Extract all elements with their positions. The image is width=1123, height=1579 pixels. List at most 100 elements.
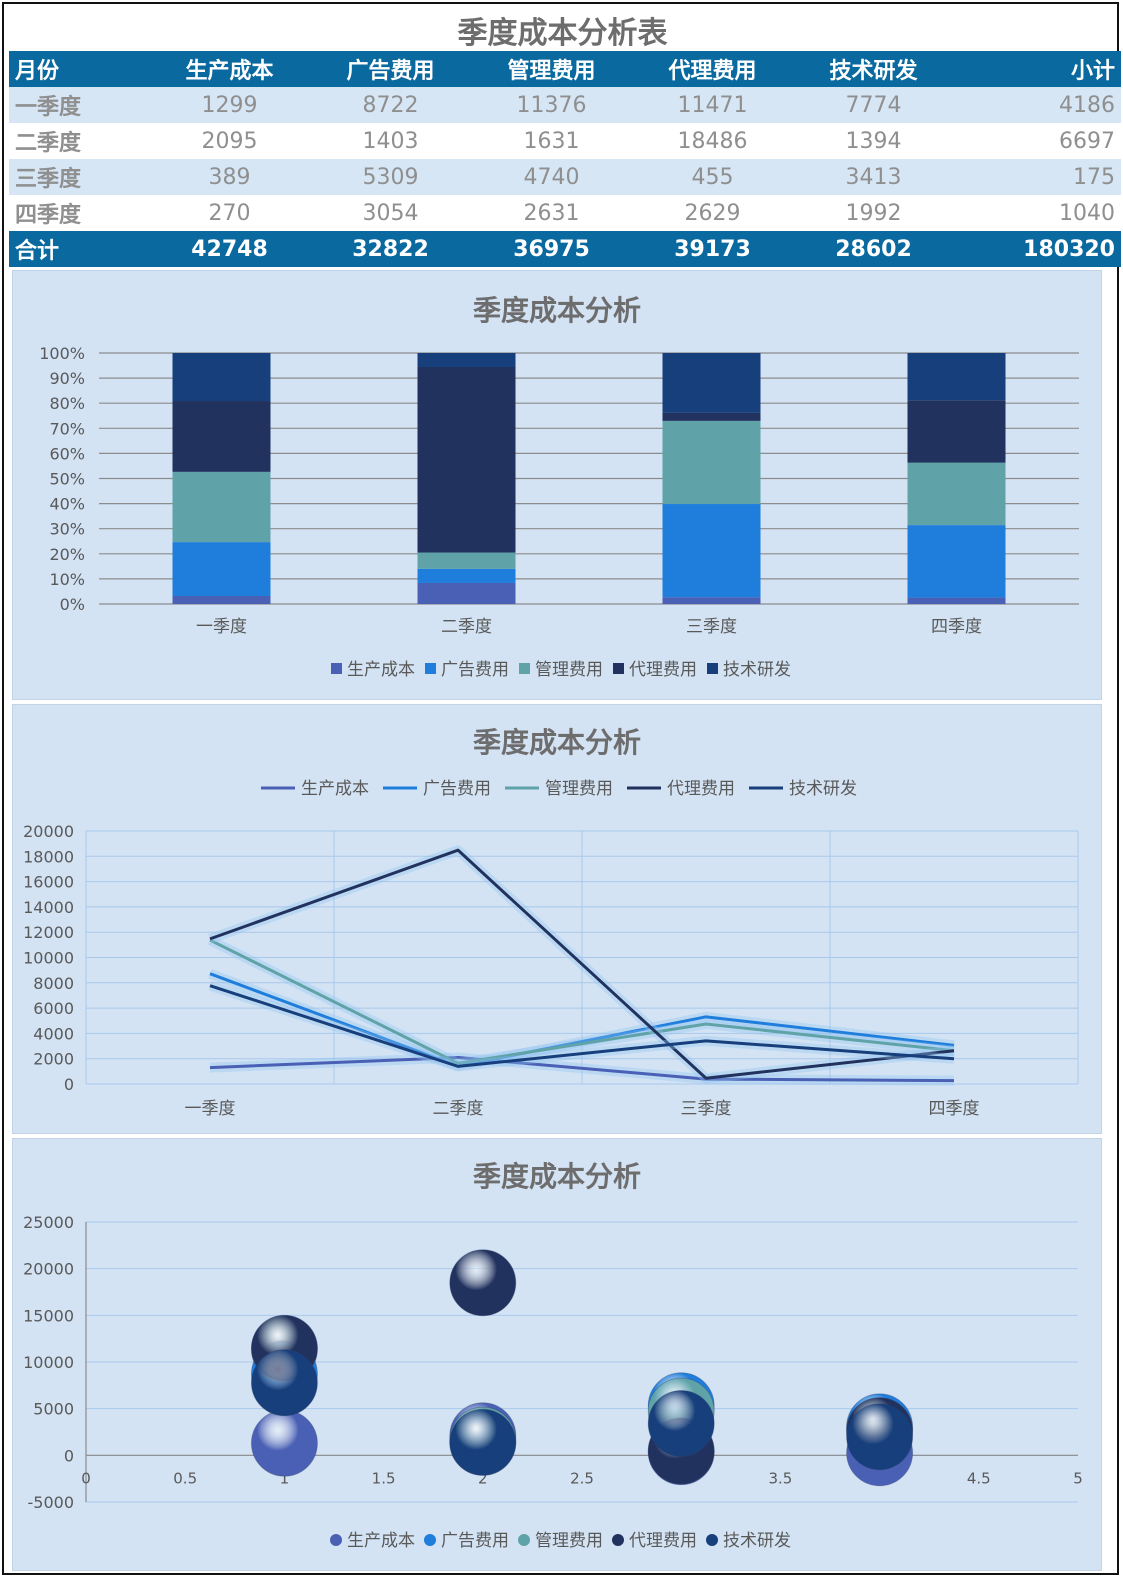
y-tick-label: -5000 [28,1493,75,1512]
y-tick-label: 30% [49,520,85,539]
table-cell: 1394 [793,123,954,159]
table-row: 一季度 1299 8722 11376 11471 7774 4186 [9,87,1121,123]
x-tick-label: 2.5 [570,1469,594,1487]
bar-segment [417,568,516,583]
x-tick-label: 三季度 [681,1099,732,1119]
table-cell: 2629 [632,195,793,231]
table-cell: 四季度 [9,195,149,231]
legend-label: 代理费用 [629,660,697,680]
y-tick-label: 14000 [23,898,74,917]
legend-swatch [707,663,718,674]
table-header-row: 月份 生产成本 广告费用 管理费用 代理费用 技术研发 小计 [9,51,1121,87]
table-cell: 4186 [954,87,1121,123]
x-tick-label: 一季度 [196,617,247,637]
table-cell: 1299 [149,87,310,123]
y-tick-label: 4000 [33,1024,74,1043]
stacked-bar-chart-panel: 季度成本分析 0% 10% 20% 30% 40% 50% 60% 70% 80% 90% 100%… [12,270,1102,700]
bubble-point [846,1403,913,1471]
header-cell: 代理费用 [632,51,793,87]
x-tick-label: 4.5 [967,1469,991,1487]
x-tick-label: 二季度 [441,617,492,637]
table-total-row: 合计 42748 32822 36975 39173 28602 180320 [9,231,1121,267]
table-cell: 11471 [632,87,793,123]
table-cell: 3054 [310,195,471,231]
y-tick-label: 70% [49,419,85,438]
legend-label: 技术研发 [723,660,791,680]
y-tick-label: 12000 [23,923,74,942]
bar-segment [662,597,761,604]
table-cell: 1403 [310,123,471,159]
table-cell: 二季度 [9,123,149,159]
bar-segment [907,400,1006,463]
line-chart-panel: 季度成本分析 0 2000 4000 6000 8000 10000 12000 14000 1… [12,704,1102,1134]
legend-swatch [330,1534,342,1546]
bar-segment [417,353,516,367]
bubble-chart: -5000 0 5000 10000 15000 20000 25000 0 0.5 1 1.5 2 2… [23,1213,1083,1551]
chart-title: 季度成本分析 [472,726,641,759]
x-tick-label: 三季度 [686,617,737,637]
header-cell: 管理费用 [471,51,632,87]
y-tick-label: 20% [49,545,85,564]
bubble-point [449,1249,517,1317]
y-tick-label: 20000 [23,1260,74,1279]
bubble-point [250,1349,318,1417]
total-cell: 36975 [471,231,632,267]
legend-label: 广告费用 [423,779,491,799]
bar-segment [662,353,761,413]
bar-segment [662,420,761,505]
y-tick-label: 90% [49,369,85,388]
x-tick-label: 1 [280,1469,290,1487]
legend-label: 技术研发 [789,779,857,799]
x-tick-label: 二季度 [433,1099,484,1119]
table-cell: 三季度 [9,159,149,195]
y-tick-label: 100% [39,344,85,363]
series-line [209,848,955,1080]
table-cell: 2631 [471,195,632,231]
x-tick-label: 0 [81,1469,91,1487]
bar-segment [662,412,761,421]
bar-segment [907,525,1006,598]
bar-segment [172,401,271,472]
series-line [209,984,955,1068]
table-cell: 18486 [632,123,793,159]
table-cell: 7774 [793,87,954,123]
bar-segment [417,582,516,604]
legend-swatch [612,1534,624,1546]
legend-swatch [613,663,624,674]
total-cell: 39173 [632,231,793,267]
bar-segment [907,353,1006,401]
bar-segment [907,597,1006,604]
bubble-chart-panel: 季度成本分析 -5000 0 5000 10000 15000 20000 25000 0 0.… [12,1138,1102,1571]
table-cell: 1631 [471,123,632,159]
header-cell: 技术研发 [793,51,954,87]
y-tick-label: 25000 [23,1213,74,1232]
x-tick-label: 3.5 [768,1469,792,1487]
legend-swatch [518,1534,530,1546]
y-tick-label: 10000 [23,949,74,968]
y-tick-label: 0% [60,595,85,614]
chart-title: 季度成本分析 [472,1160,641,1193]
legend-label: 生产成本 [347,1531,415,1551]
table-cell: 6697 [954,123,1121,159]
bar-segment [417,552,516,569]
x-tick-label: 2 [478,1469,488,1487]
line-chart: 0 2000 4000 6000 8000 10000 12000 14000 16000 180… [23,779,1079,1119]
total-cell: 32822 [310,231,471,267]
cost-table: 月份 生产成本 广告费用 管理费用 代理费用 技术研发 小计 一季度 1299 … [9,51,1121,267]
header-cell: 广告费用 [310,51,471,87]
total-cell: 合计 [9,231,149,267]
y-tick-label: 50% [49,470,85,489]
table-cell: 270 [149,195,310,231]
bar-segment [417,366,516,553]
bar-segment [172,353,271,402]
table-cell: 175 [954,159,1121,195]
bar-segment [172,542,271,596]
x-tick-label: 四季度 [929,1099,980,1119]
table-cell: 11376 [471,87,632,123]
bar-segment [662,504,761,598]
x-tick-label: 1.5 [372,1469,396,1487]
legend-label: 广告费用 [441,1531,509,1551]
y-tick-label: 10% [49,570,85,589]
legend-label: 代理费用 [629,1531,697,1551]
